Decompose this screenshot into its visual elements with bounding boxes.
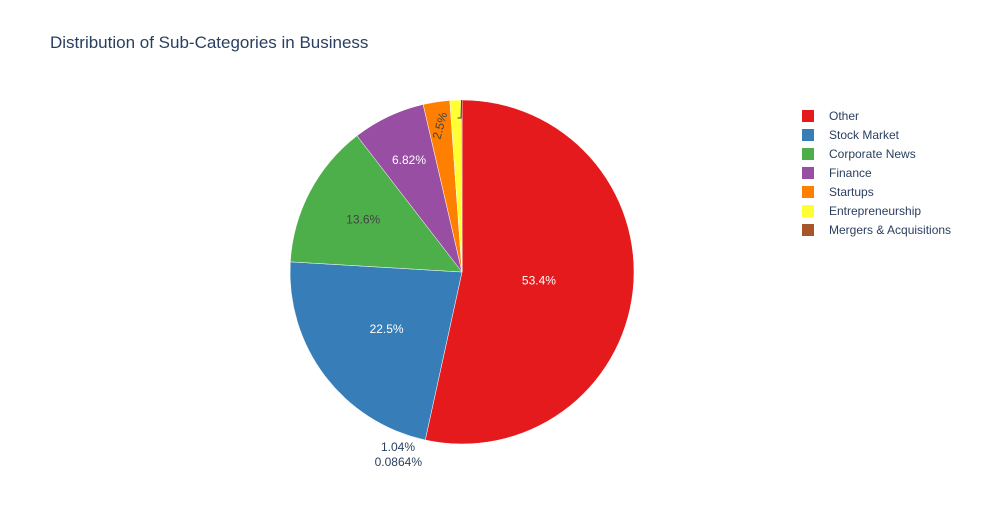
legend-label: Mergers & Acquisitions	[829, 222, 952, 237]
legend-label: Finance	[829, 165, 872, 180]
legend: Other Stock Market Corporate News Finance St…	[802, 106, 951, 239]
legend-swatch	[802, 223, 814, 236]
legend-swatch	[802, 109, 814, 122]
legend-item-stock-market[interactable]: Stock Market	[802, 125, 951, 144]
legend-swatch	[802, 166, 814, 179]
pie-slice-corporate-news[interactable]	[290, 135, 463, 273]
pie-label-other: 53.4%	[522, 273, 556, 287]
legend-swatch	[802, 204, 814, 217]
pie-label-corporate-news: 13.6%	[346, 213, 380, 227]
legend-item-finance[interactable]: Finance	[802, 163, 951, 182]
pie-slice-stock-market[interactable]	[289, 261, 463, 441]
legend-swatch	[802, 128, 814, 141]
pie-label-stock-market: 22.5%	[370, 322, 404, 336]
legend-label: Startups	[829, 184, 874, 199]
pie-label-entrepreneurship: 1.04%	[381, 440, 415, 454]
legend-label: Corporate News	[829, 146, 916, 161]
legend-label: Other	[829, 108, 860, 123]
pie-label-startups: 2.5%	[430, 110, 451, 140]
legend-label: Stock Market	[829, 127, 900, 142]
legend-item-entrepreneurship[interactable]: Entrepreneurship	[802, 201, 951, 220]
legend-swatch	[802, 185, 814, 198]
leader-line	[457, 99, 463, 119]
pie-label-finance: 6.82%	[392, 153, 426, 167]
legend-item-startups[interactable]: Startups	[802, 182, 951, 201]
pie-label-mergers-and-acquisitions: 0.0864%	[375, 455, 423, 469]
legend-item-corporate-news[interactable]: Corporate News	[802, 144, 951, 163]
legend-label: Entrepreneurship	[829, 203, 922, 218]
legend-swatch	[802, 147, 814, 160]
chart-title: Distribution of Sub-Categories in Busine…	[50, 33, 369, 52]
legend-item-mergers-and-acquisitions[interactable]: Mergers & Acquisitions	[802, 220, 951, 239]
pie-slice-other[interactable]	[424, 99, 635, 445]
legend-item-other[interactable]: Other	[802, 106, 951, 125]
